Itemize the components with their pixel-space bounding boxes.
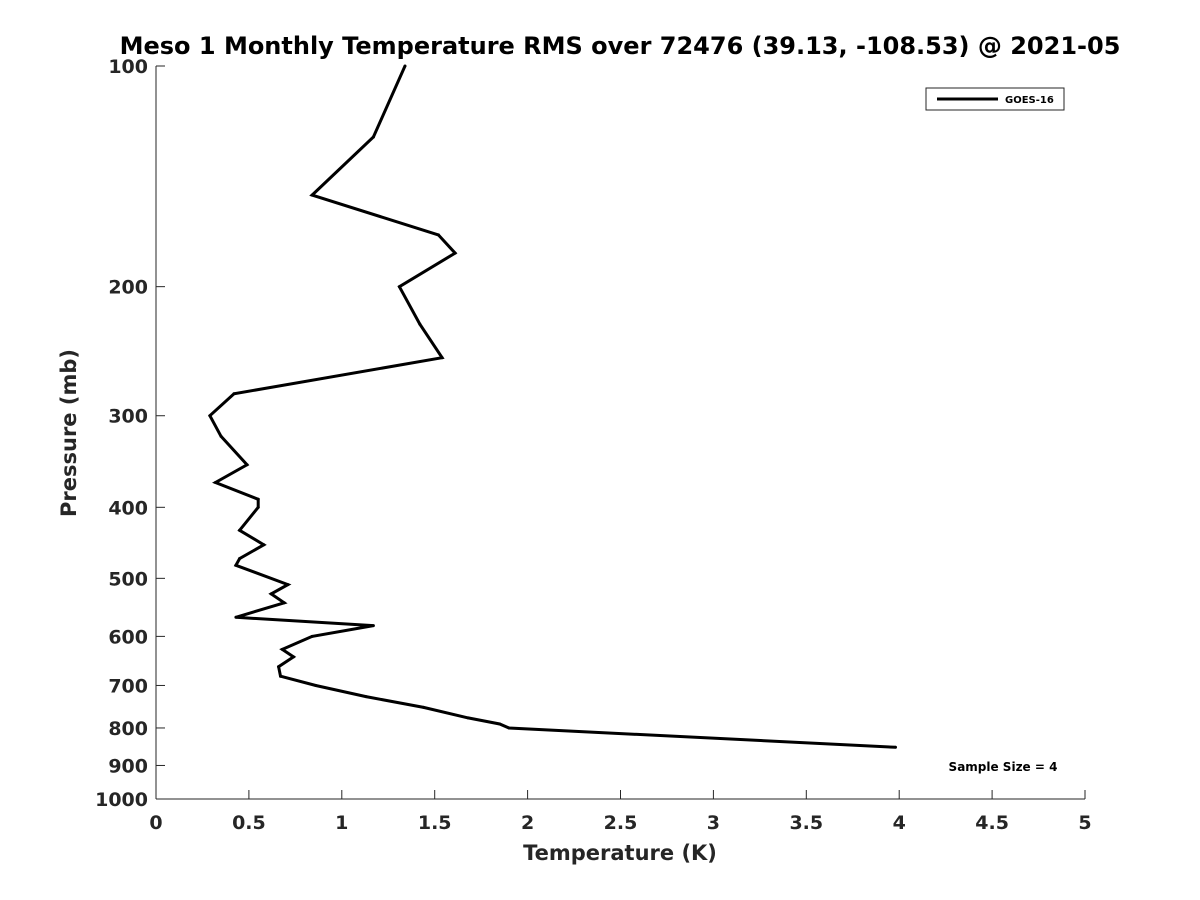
y-tick-label: 300 [108,406,148,428]
legend: GOES-16 [925,87,1065,111]
data-point [282,601,286,605]
data-points [208,64,897,749]
data-point [238,528,242,532]
x-axis-label: Temperature (K) [523,841,717,865]
data-point [418,322,422,326]
data-point [234,563,238,567]
y-tick-label: 100 [108,56,148,78]
x-tick-label: 2.5 [604,812,638,834]
x-tick-label: 5 [1078,812,1091,834]
data-point [314,684,318,687]
y-tick-label: 900 [108,755,148,777]
data-point [208,414,212,418]
data-point [279,674,282,678]
data-point [466,716,470,720]
data-point [453,251,457,255]
data-point [269,592,273,596]
data-point [280,647,284,651]
data-point [234,615,238,619]
goes-16-series-line [208,65,896,749]
data-point [440,356,444,360]
y-axis-label: Pressure (mb) [57,349,81,517]
data-point [238,557,242,561]
chart-title: Meso 1 Monthly Temperature RMS over 7247… [120,32,1121,60]
data-point [310,193,314,197]
data-point [436,233,440,237]
data-point [286,583,290,587]
data-point [422,705,426,709]
data-point [232,392,236,396]
data-point [894,745,897,749]
x-tick-label: 0 [149,812,162,834]
x-tick-label: 4.5 [975,812,1009,834]
x-tick-label: 2 [521,812,534,834]
plot-area [156,66,1085,799]
data-point [277,665,281,669]
y-tick-label: 800 [108,718,148,740]
data-point [310,634,314,638]
x-tick-label: 0.5 [232,812,266,834]
data-point [256,497,260,501]
data-point [498,722,502,726]
data-point [245,463,249,467]
data-point [256,505,260,509]
y-tick-label: 400 [108,497,148,519]
x-tick-label: 4 [893,812,906,834]
y-tick-label: 600 [108,626,148,648]
data-point [292,655,295,659]
y-tick-label: 700 [108,675,148,697]
data-point [214,481,217,484]
data-point [403,64,407,68]
data-point [397,285,401,289]
x-tick-label: 1.5 [418,812,452,834]
axis-ticks: 0 0.5 1 1.5 2 2.5 3 3.5 4 4.5 5 100 200 300 400 500 600 7… [95,56,1092,834]
data-point [371,624,375,628]
sample-size-annotation: Sample Size = 4 [949,760,1058,774]
data-point [219,434,223,438]
x-tick-label: 1 [335,812,348,834]
data-point [262,543,266,547]
data-point [507,726,511,730]
data-point [364,695,368,699]
x-tick-label: 3 [707,812,720,834]
x-tick-label: 3.5 [789,812,823,834]
y-tick-label: 500 [108,568,148,590]
y-tick-label: 1000 [95,789,148,811]
legend-label-goes-16: GOES-16 [1005,95,1054,106]
data-point [371,135,375,139]
y-tick-label: 200 [108,277,148,299]
